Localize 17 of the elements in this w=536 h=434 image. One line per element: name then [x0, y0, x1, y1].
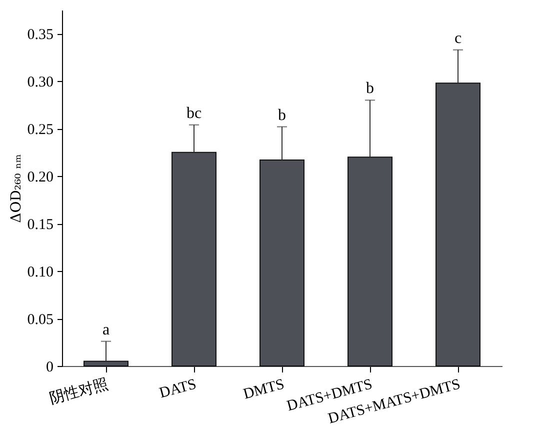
y-tick-label: 0.10 — [27, 264, 54, 281]
y-tick-label: 0.25 — [27, 122, 54, 138]
annotation: c — [454, 30, 462, 47]
y-tick-label: 0.20 — [27, 170, 54, 186]
y-tick-label: 0.35 — [27, 27, 54, 44]
y-tick-label: 0.15 — [27, 217, 54, 234]
y-tick-label: 0.30 — [27, 74, 54, 91]
annotation: bc — [186, 104, 202, 122]
annotation: b — [366, 80, 374, 98]
x-tick-label: DMTS — [242, 376, 286, 403]
x-tick-label: DATS — [158, 376, 198, 402]
annotation: a — [102, 321, 110, 338]
y-axis-title: ΔOD₂₆₀ ₙₘ — [8, 154, 24, 223]
y-tick-label: 0 — [46, 360, 54, 376]
y-tick-label: 0.05 — [27, 312, 54, 328]
x-tick-label: 阴性对照 — [48, 376, 110, 408]
annotation: b — [278, 106, 286, 124]
